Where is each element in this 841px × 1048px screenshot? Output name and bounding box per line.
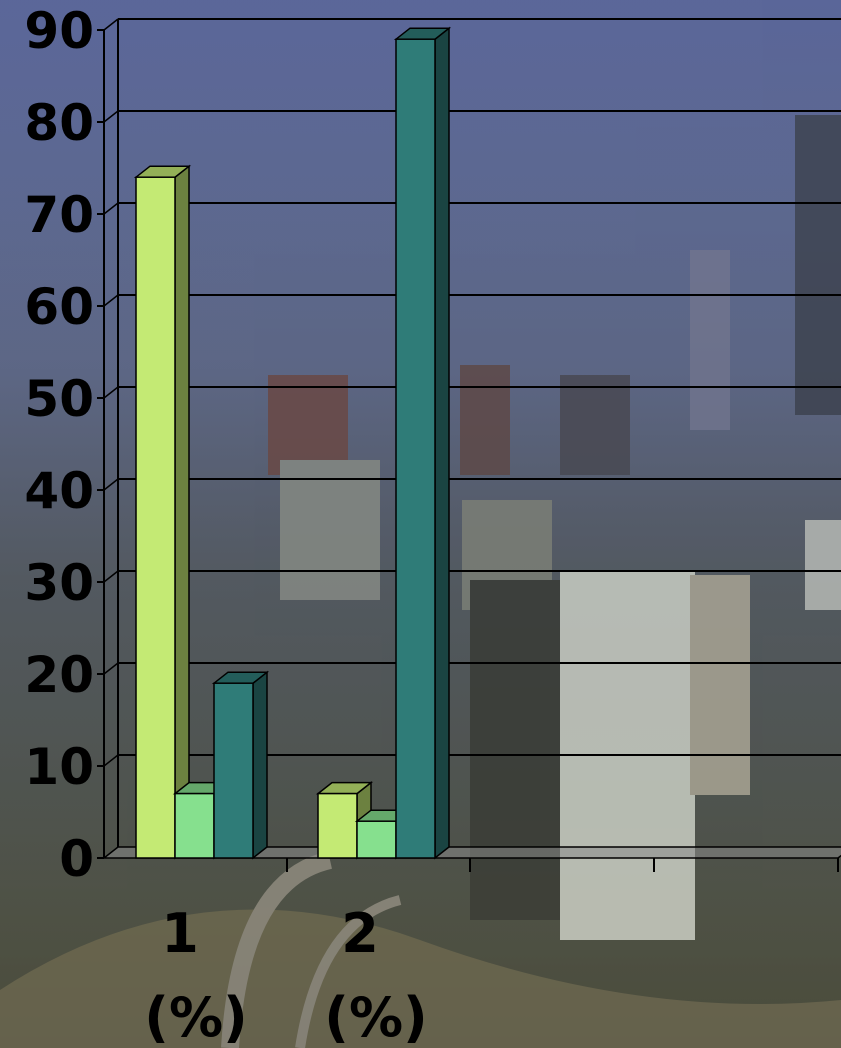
bar-front	[356, 820, 397, 859]
bar	[315, 781, 374, 860]
y-tick-label: 30	[24, 554, 94, 612]
bar-side	[252, 670, 268, 860]
bar-front	[135, 176, 176, 859]
x-category-number: 2	[341, 902, 379, 965]
bar-side	[434, 26, 450, 860]
y-tick-label: 80	[24, 94, 94, 152]
gridline-depth	[103, 570, 119, 583]
y-tick-label: 70	[24, 186, 94, 244]
y-axis-tick-labels: 0 10 20 30 40 50 60 70 80 90	[24, 2, 94, 888]
gridline-depth	[103, 662, 119, 675]
bar	[211, 670, 270, 860]
y-tick-label: 60	[24, 278, 94, 336]
y-tick-label: 40	[24, 462, 94, 520]
gridline-depth	[103, 754, 119, 767]
y-tick-label: 90	[24, 2, 94, 60]
gridline-depth	[103, 294, 119, 307]
y-tick-label: 20	[24, 646, 94, 704]
bar-front	[174, 792, 215, 859]
x-category-number: 1	[161, 902, 199, 965]
gridline-depth	[103, 478, 119, 491]
gridline-depth	[103, 18, 119, 31]
x-category-unit: (%)	[144, 986, 247, 1048]
bar-front	[395, 38, 436, 859]
y-tick-label: 10	[24, 738, 94, 796]
bar-front	[213, 682, 254, 859]
y-tick-label: 0	[59, 830, 94, 888]
x-axis-category-labels: 1 (%) 2 (%)	[144, 902, 427, 1048]
gridline-depth	[103, 110, 119, 123]
x-category-unit: (%)	[324, 986, 427, 1048]
bar-side	[174, 164, 190, 860]
chart-axes	[101, 19, 841, 872]
bar	[133, 164, 192, 860]
y-tick-label: 50	[24, 370, 94, 428]
chart-bars	[133, 26, 452, 860]
gridline-depth	[103, 202, 119, 215]
gridline-depth	[103, 386, 119, 399]
bar-front	[317, 792, 358, 859]
bar	[393, 26, 452, 860]
grid-lines	[97, 18, 841, 859]
chart-floor	[101, 846, 841, 859]
